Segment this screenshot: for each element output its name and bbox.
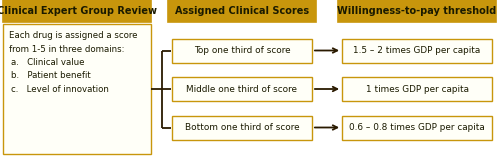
- Text: 1.5 – 2 times GDP per capita: 1.5 – 2 times GDP per capita: [354, 46, 480, 55]
- Text: Willingness-to-pay threshold: Willingness-to-pay threshold: [338, 6, 496, 16]
- Text: from 1-5 in three domains:: from 1-5 in three domains:: [9, 45, 124, 54]
- FancyBboxPatch shape: [172, 39, 312, 63]
- Text: 1 times GDP per capita: 1 times GDP per capita: [366, 85, 469, 94]
- FancyBboxPatch shape: [172, 115, 312, 140]
- Text: Bottom one third of score: Bottom one third of score: [184, 123, 300, 132]
- FancyBboxPatch shape: [3, 0, 151, 22]
- Text: 0.6 – 0.8 times GDP per capita: 0.6 – 0.8 times GDP per capita: [349, 123, 485, 132]
- FancyBboxPatch shape: [3, 24, 151, 154]
- Text: Middle one third of score: Middle one third of score: [186, 85, 298, 94]
- Text: b.   Patient benefit: b. Patient benefit: [11, 72, 91, 80]
- Text: Each drug is assigned a score: Each drug is assigned a score: [9, 31, 138, 40]
- FancyBboxPatch shape: [342, 115, 492, 140]
- Text: a.   Clinical value: a. Clinical value: [11, 58, 85, 67]
- FancyBboxPatch shape: [168, 0, 316, 22]
- FancyBboxPatch shape: [342, 39, 492, 63]
- FancyBboxPatch shape: [342, 77, 492, 101]
- Text: Top one third of score: Top one third of score: [194, 46, 290, 55]
- FancyBboxPatch shape: [172, 77, 312, 101]
- FancyBboxPatch shape: [338, 0, 496, 22]
- Text: Assigned Clinical Scores: Assigned Clinical Scores: [175, 6, 309, 16]
- Text: Clinical Expert Group Review: Clinical Expert Group Review: [0, 6, 157, 16]
- Text: c.   Level of innovation: c. Level of innovation: [11, 85, 109, 94]
